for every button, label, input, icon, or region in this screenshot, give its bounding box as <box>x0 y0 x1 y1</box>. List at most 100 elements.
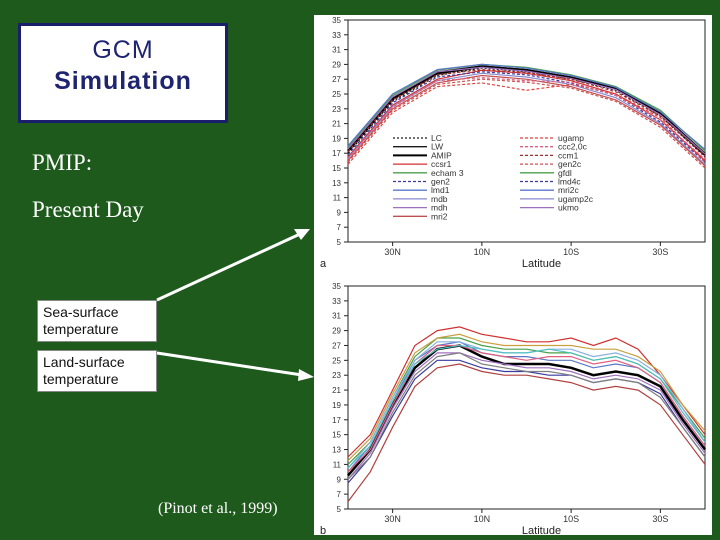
legend-entry: gen2c <box>558 159 582 169</box>
lst-label-line2: temperature <box>43 371 119 387</box>
lst-arrow-head <box>298 369 314 381</box>
sst-label: Sea-surface temperature <box>37 300 157 342</box>
y-tick-label: 25 <box>332 356 341 365</box>
x-tick-label: 10N <box>474 514 491 524</box>
series-line <box>347 82 706 165</box>
y-tick-label: 9 <box>337 475 342 484</box>
x-tick-label: 10N <box>474 247 491 257</box>
y-tick-label: 11 <box>333 460 342 469</box>
legend-entry: AMIP <box>431 150 452 160</box>
y-tick-label: 27 <box>332 341 341 350</box>
y-tick-label: 17 <box>332 149 341 158</box>
legend-entry: mdh <box>431 203 448 213</box>
x-axis-label: Latitude <box>522 525 561 537</box>
y-tick-label: 7 <box>337 490 342 499</box>
y-tick-label: 11 <box>333 194 342 203</box>
y-tick-label: 9 <box>337 208 342 217</box>
series-line <box>347 63 706 152</box>
subtitle-line2: Present Day <box>32 197 144 222</box>
y-tick-label: 25 <box>332 90 341 99</box>
series-line <box>347 344 706 473</box>
legend-entry: lmd1 <box>431 185 450 195</box>
lst-arrow-line <box>156 351 303 377</box>
sst-label-line2: temperature <box>43 321 119 337</box>
legend-entry: ccsr1 <box>431 159 452 169</box>
legend-entry: ugamp2c <box>558 194 594 204</box>
legend-entry: ugamp <box>558 133 584 143</box>
y-tick-label: 19 <box>332 401 341 410</box>
lst-label-line1: Land-surface <box>43 354 125 370</box>
y-tick-label: 33 <box>332 31 341 40</box>
series-line <box>347 344 706 477</box>
legend-entry: echam 3 <box>431 168 464 178</box>
y-tick-label: 19 <box>332 134 341 143</box>
series-line <box>347 74 706 167</box>
y-tick-label: 29 <box>332 60 341 69</box>
legend-entry: mdb <box>431 194 448 204</box>
chart-panel-a: 5 7 9 11 13 15 17 19 21 23 25 27 29 31 33 35 30N 10N 10S 30… <box>320 16 706 270</box>
series-line <box>347 352 706 480</box>
y-tick-label: 35 <box>332 16 341 25</box>
y-tick-label: 27 <box>332 75 341 84</box>
x-tick-label: 30N <box>384 514 401 524</box>
slide-title-line1: GCM <box>92 36 154 64</box>
plot-frame <box>347 19 706 243</box>
y-tick-label: 15 <box>332 164 341 173</box>
legend-entry: ccm1 <box>558 150 579 160</box>
legend-entry: lmd4c <box>558 177 581 187</box>
series-line <box>347 344 706 469</box>
x-tick-label: 30S <box>652 247 668 257</box>
y-tick-label: 13 <box>332 446 341 455</box>
x-axis-label: Latitude <box>522 258 561 270</box>
y-tick-label: 17 <box>332 416 341 425</box>
x-tick-label: 30N <box>384 247 401 257</box>
chart-panel-b: 5 7 9 11 13 15 17 19 21 23 25 27 29 31 33 35 30N 10N 10S 30… <box>320 282 706 537</box>
series-line <box>347 71 706 163</box>
sst-arrow-head <box>294 229 310 240</box>
series-line <box>347 69 706 162</box>
legend-entry: LW <box>431 142 443 152</box>
subtitle-line1: PMIP: <box>32 150 93 175</box>
legend-entry: LC <box>431 133 442 143</box>
x-tick-label: 10S <box>563 514 579 524</box>
panel-label: b <box>320 525 326 537</box>
series-line <box>347 65 706 156</box>
plot-frame <box>347 285 706 510</box>
y-tick-label: 29 <box>332 327 341 336</box>
annotation-arrows <box>156 229 314 381</box>
legend-entry: gen2 <box>431 177 450 187</box>
y-tick-label: 31 <box>332 312 341 321</box>
legend-entry: ukmo <box>558 203 579 213</box>
y-tick-label: 31 <box>332 46 341 55</box>
series-line <box>347 352 706 480</box>
series-line <box>347 363 706 502</box>
y-tick-label: 35 <box>332 282 341 291</box>
sst-arrow-line <box>156 232 301 302</box>
y-tick-label: 13 <box>332 179 341 188</box>
series-line <box>347 77 706 160</box>
x-tick-label: 30S <box>652 514 668 524</box>
y-tick-label: 23 <box>332 371 341 380</box>
series-line <box>347 326 706 458</box>
y-tick-label: 5 <box>337 505 342 514</box>
sst-label-line1: Sea-surface <box>43 304 119 320</box>
y-tick-label: 5 <box>337 238 342 247</box>
y-tick-label: 21 <box>332 120 341 129</box>
y-tick-label: 33 <box>332 297 341 306</box>
series-line <box>347 63 706 150</box>
series-line <box>347 78 706 169</box>
y-tick-label: 7 <box>337 223 342 232</box>
legend-entry: gfdl <box>558 168 572 178</box>
citation: (Pinot et al., 1999) <box>158 500 278 517</box>
y-tick-label: 23 <box>332 105 341 114</box>
legend-entry: ccc2,0c <box>558 142 588 152</box>
slide-title-box: GCM Simulation <box>18 23 228 123</box>
y-tick-label: 21 <box>332 386 341 395</box>
series-line <box>347 67 706 158</box>
lst-label: Land-surface temperature <box>37 350 157 392</box>
panel-label: a <box>320 258 327 270</box>
series-line <box>347 68 706 157</box>
legend-entry: mri2 <box>431 211 448 221</box>
x-tick-label: 10S <box>563 247 579 257</box>
